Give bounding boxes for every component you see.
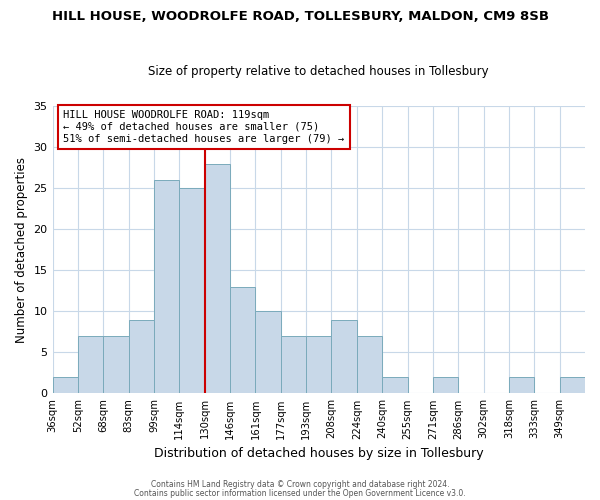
Bar — [357, 336, 382, 394]
Bar — [53, 377, 78, 394]
Text: HILL HOUSE WOODROLFE ROAD: 119sqm
← 49% of detached houses are smaller (75)
51% : HILL HOUSE WOODROLFE ROAD: 119sqm ← 49% … — [63, 110, 344, 144]
Bar — [331, 320, 357, 394]
Bar — [205, 164, 230, 394]
X-axis label: Distribution of detached houses by size in Tollesbury: Distribution of detached houses by size … — [154, 447, 484, 460]
Title: Size of property relative to detached houses in Tollesbury: Size of property relative to detached ho… — [148, 66, 489, 78]
Bar — [154, 180, 179, 394]
Bar — [509, 377, 534, 394]
Text: HILL HOUSE, WOODROLFE ROAD, TOLLESBURY, MALDON, CM9 8SB: HILL HOUSE, WOODROLFE ROAD, TOLLESBURY, … — [52, 10, 548, 23]
Bar — [306, 336, 331, 394]
Text: Contains public sector information licensed under the Open Government Licence v3: Contains public sector information licen… — [134, 488, 466, 498]
Bar — [128, 320, 154, 394]
Y-axis label: Number of detached properties: Number of detached properties — [15, 156, 28, 342]
Bar — [560, 377, 585, 394]
Bar — [230, 286, 256, 394]
Bar — [78, 336, 103, 394]
Bar — [281, 336, 306, 394]
Bar — [256, 312, 281, 394]
Bar — [103, 336, 128, 394]
Bar — [382, 377, 407, 394]
Text: Contains HM Land Registry data © Crown copyright and database right 2024.: Contains HM Land Registry data © Crown c… — [151, 480, 449, 489]
Bar — [433, 377, 458, 394]
Bar — [179, 188, 205, 394]
